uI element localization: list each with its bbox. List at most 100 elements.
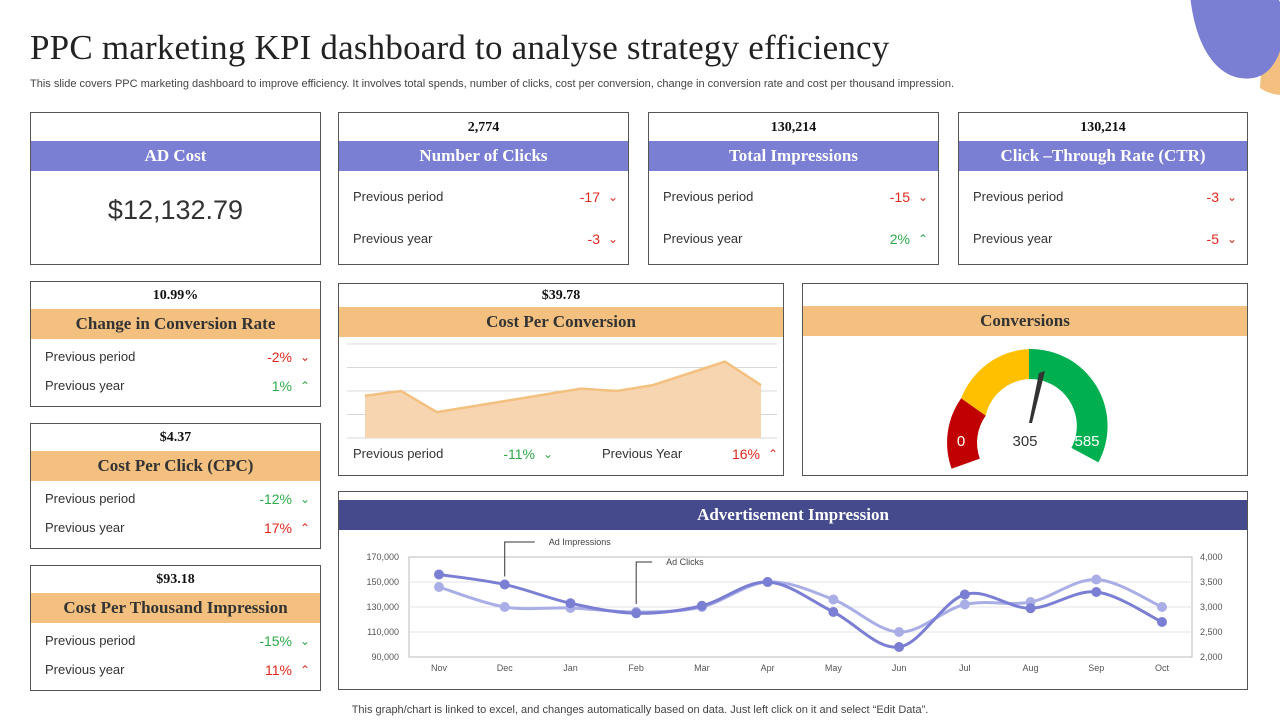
y-tick-label: 130,000 <box>366 602 399 612</box>
chevron-up-icon: ⌃ <box>767 447 778 461</box>
clicks-label: Number of Clicks <box>339 141 628 171</box>
callout-line <box>504 541 535 577</box>
gauge-max: 585 <box>1074 433 1099 450</box>
cpm-period-row: Previous period -15% ⌄ <box>45 633 310 653</box>
chevron-up-icon: ⌃ <box>917 232 928 246</box>
cost-per-conversion-chart <box>347 343 777 439</box>
row-label: Previous period <box>663 189 754 204</box>
clicks-value: 2,774 <box>467 120 500 135</box>
conversion-rate-year-row: Previous year 1% ⌃ <box>45 378 310 398</box>
cpconv-period-row: Previous period -11% ⌄ <box>353 446 553 466</box>
row-label: Previous year <box>45 662 125 677</box>
y2-tick-label: 4,000 <box>1200 552 1223 562</box>
gauge-red-segment <box>947 398 986 469</box>
gauge-value: 305 <box>1012 433 1037 450</box>
data-point <box>1091 587 1102 597</box>
x-tick-label: Mar <box>694 663 710 673</box>
row-value: -15% <box>259 633 292 649</box>
row-label: Previous year <box>353 231 433 246</box>
data-point <box>762 577 773 587</box>
row-value: -15 <box>889 189 910 205</box>
data-point <box>959 599 970 610</box>
x-tick-label: May <box>825 663 843 673</box>
clicks-period-row: Previous period -17 ⌄ <box>353 189 618 209</box>
chevron-down-icon: ⌄ <box>917 190 928 204</box>
data-point <box>565 598 576 609</box>
y-tick-label: 170,000 <box>366 552 399 562</box>
chevron-down-icon: ⌄ <box>1226 190 1237 204</box>
area-fill <box>365 361 761 438</box>
ctr-period-row: Previous period -3 ⌄ <box>973 189 1237 209</box>
chevron-down-icon: ⌄ <box>1226 232 1237 246</box>
cpm-card: $93.18 Cost Per Thousand Impression Prev… <box>30 565 321 691</box>
row-value: 11% <box>265 662 292 678</box>
ctr-year-row: Previous year -5 ⌄ <box>973 231 1237 251</box>
x-tick-label: Apr <box>761 663 775 673</box>
row-value: 17% <box>263 520 292 536</box>
chevron-down-icon: ⌄ <box>542 447 553 461</box>
data-point <box>499 602 510 612</box>
row-value: -3 <box>1206 189 1219 205</box>
conversion-rate-label: Change in Conversion Rate <box>31 309 320 339</box>
row-value: 16% <box>731 446 760 462</box>
row-value: -17 <box>579 189 600 205</box>
row-label: Previous period <box>353 189 444 204</box>
row-label: Previous year <box>45 520 125 535</box>
conversions-card: Conversions 0 305 585 <box>802 283 1248 476</box>
impressions-card: 130,214 Total Impressions Previous perio… <box>648 112 939 265</box>
data-point <box>828 594 839 605</box>
data-point <box>434 569 444 580</box>
ctr-card: 130,214 Click –Through Rate (CTR) Previo… <box>958 112 1248 265</box>
x-tick-label: Jul <box>959 663 971 673</box>
data-point <box>894 642 905 652</box>
conversions-gauge: 0 305 585 <box>947 348 1108 469</box>
cpm-label: Cost Per Thousand Impression <box>31 593 320 623</box>
chevron-down-icon: ⌄ <box>299 492 310 506</box>
chevron-down-icon: ⌄ <box>607 232 618 246</box>
ad-cost-label: AD Cost <box>31 141 320 171</box>
row-label: Previous period <box>45 349 136 364</box>
impressions-value: 130,214 <box>770 120 817 135</box>
row-label: Previous period <box>973 189 1064 204</box>
footer-note: This graph/chart is linked to excel, and… <box>351 704 929 716</box>
decorative-blob-icon <box>1190 0 1280 95</box>
row-label: Previous period <box>353 446 444 461</box>
gauge-needle <box>1029 371 1045 423</box>
data-point <box>1157 617 1167 627</box>
x-tick-label: Jun <box>892 663 907 673</box>
data-point <box>959 589 970 600</box>
conversions-label: Conversions <box>803 306 1247 336</box>
callout-line <box>635 561 653 604</box>
impressions-year-row: Previous year 2% ⌃ <box>663 231 928 251</box>
y2-tick-label: 3,000 <box>1200 602 1223 612</box>
y-tick-label: 110,000 <box>367 627 399 637</box>
x-tick-label: Feb <box>628 663 644 673</box>
cpc-year-row: Previous year 17% ⌃ <box>45 520 310 540</box>
chevron-up-icon: ⌃ <box>299 521 310 535</box>
row-label: Previous period <box>45 633 136 648</box>
data-point <box>828 607 839 617</box>
ad-impression-chart: 90,000 110,000 130,000 150,000 170,000 2,000 2… <box>366 537 1223 673</box>
ctr-value: 130,214 <box>1080 120 1126 135</box>
ad-impression-card: Advertisement Impression 90,000 110,000 13… <box>338 491 1248 690</box>
chevron-up-icon: ⌃ <box>299 379 310 393</box>
y2-tick-label: 2,500 <box>1200 627 1223 637</box>
gauge-green-segment <box>1029 348 1108 463</box>
row-value: -11% <box>503 446 535 462</box>
row-value: -2% <box>267 349 292 365</box>
cpc-card: $4.37 Cost Per Click (CPC) Previous peri… <box>30 423 321 549</box>
series-line <box>438 577 1163 634</box>
data-point <box>499 579 510 590</box>
impressions-period-row: Previous period -15 ⌄ <box>663 189 928 209</box>
cost-per-conversion-value: $39.78 <box>541 288 581 303</box>
conversion-rate-card: 10.99% Change in Conversion Rate Previou… <box>30 281 321 407</box>
clicks-card: 2,774 Number of Clicks Previous period -… <box>338 112 629 265</box>
row-label: Previous Year <box>602 446 683 461</box>
y2-tick-label: 3,500 <box>1200 577 1223 587</box>
cpconv-year-row: Previous Year 16% ⌃ <box>602 446 778 466</box>
row-value: -3 <box>587 231 600 247</box>
chevron-up-icon: ⌃ <box>299 663 310 677</box>
ad-impression-label: Advertisement Impression <box>339 500 1247 530</box>
row-label: Previous year <box>663 231 743 246</box>
chevron-down-icon: ⌄ <box>299 634 310 648</box>
